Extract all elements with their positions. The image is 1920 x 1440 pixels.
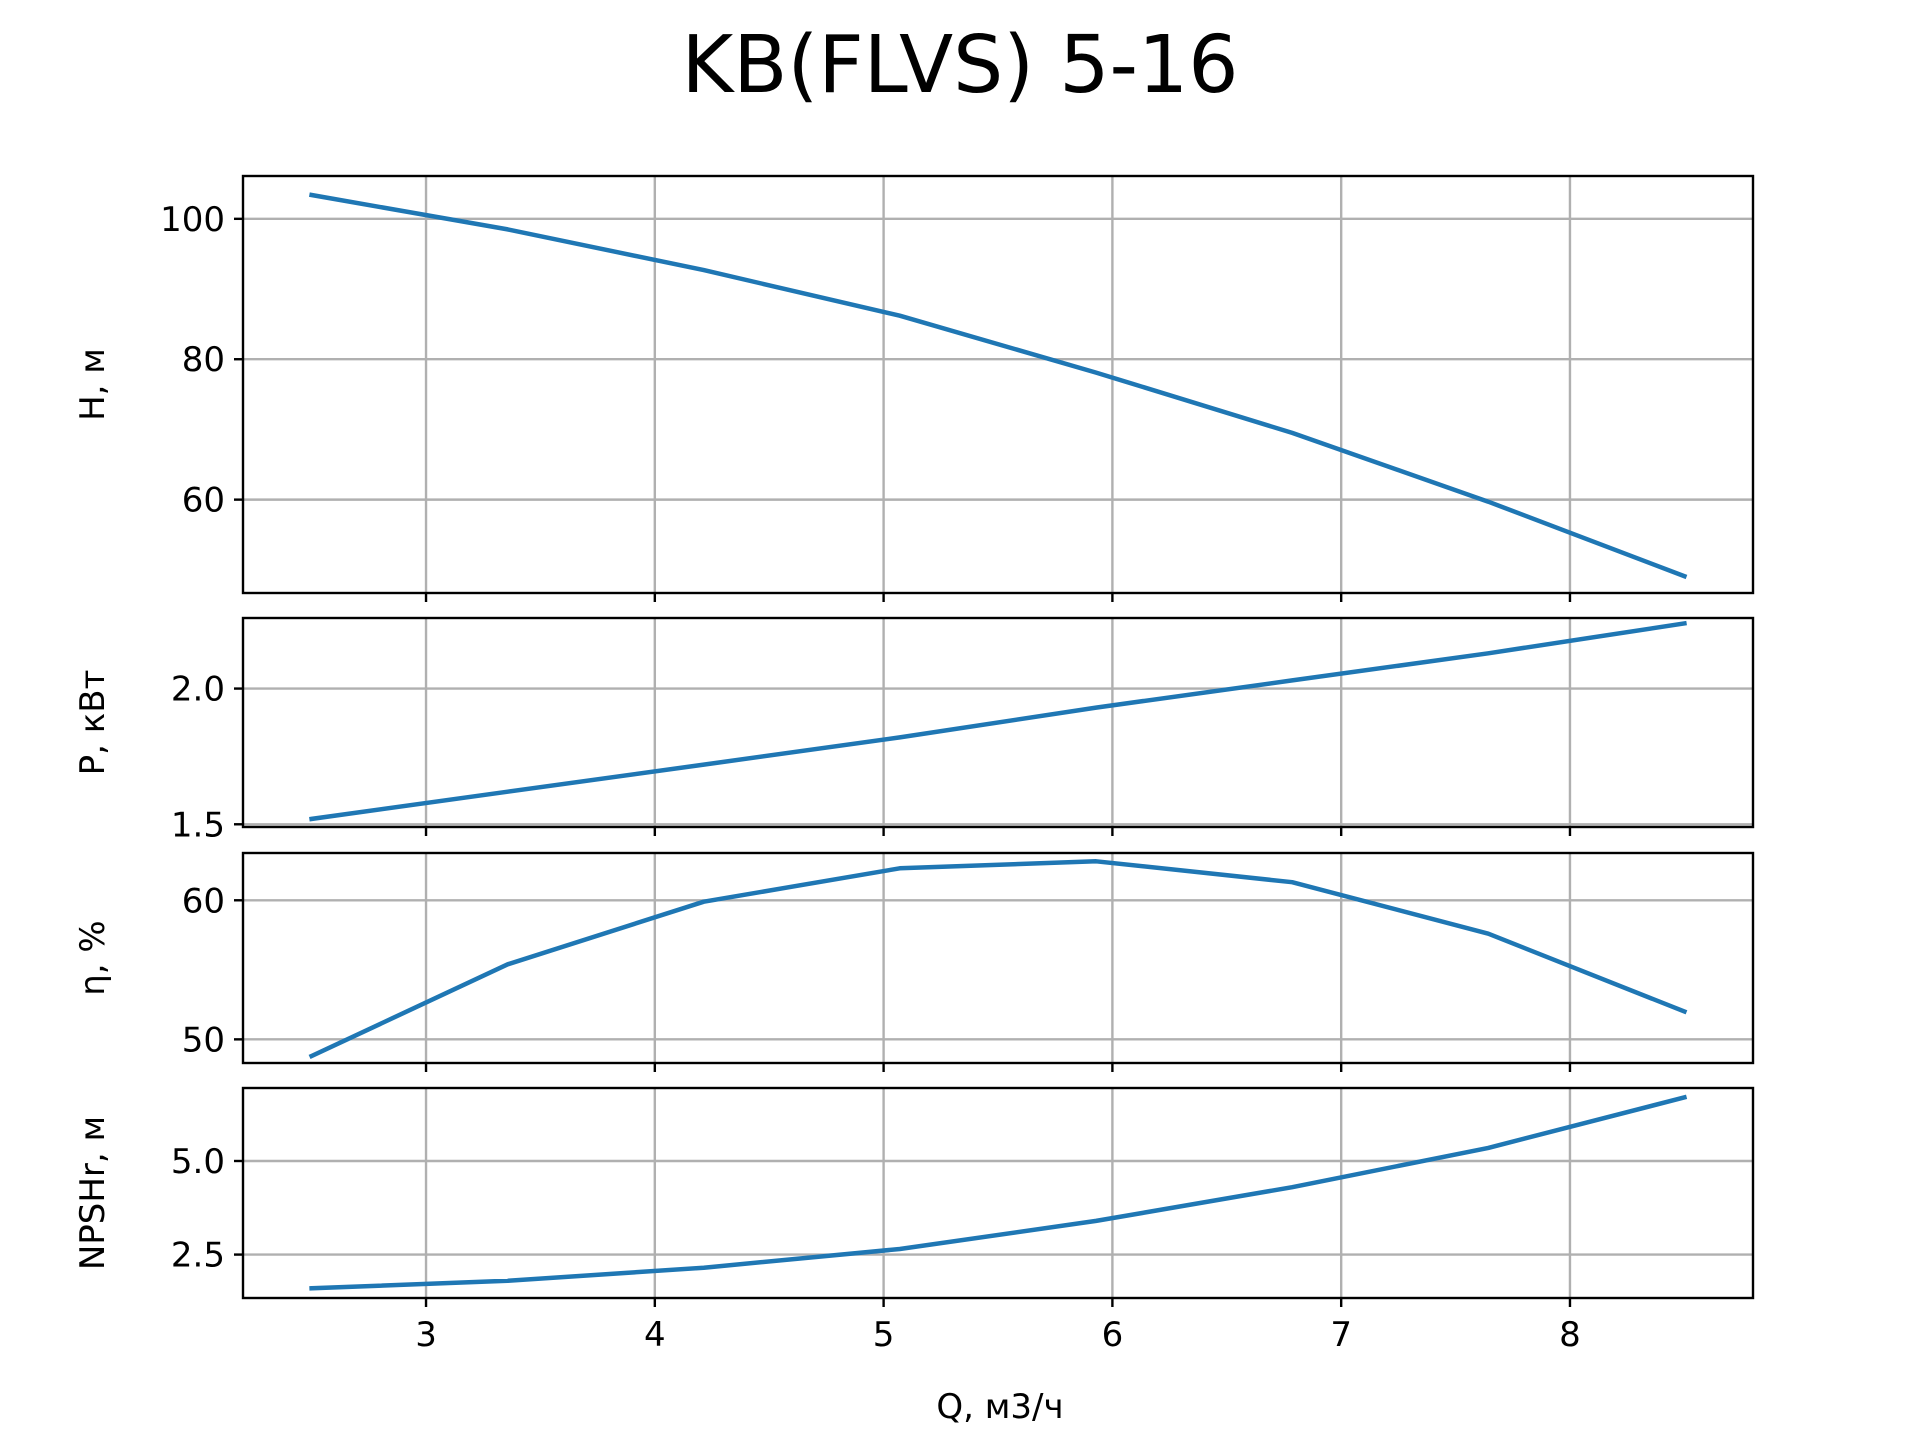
subplot-stack: 60 80 100 H, м 1.5 2.0 P, кВт 50 60 η, % 2.5 5.0 NPS… bbox=[73, 174, 1755, 1355]
subplot-4: 2.5 5.0 NPSHr, м 3 4 5 6 7 8 bbox=[73, 1086, 1755, 1355]
plot-frame bbox=[241, 616, 1755, 829]
x-tick-label: 7 bbox=[1330, 1315, 1352, 1355]
x-tick-label: 8 bbox=[1559, 1315, 1581, 1355]
y-tick-label: 60 bbox=[182, 481, 225, 521]
x-tick-label: 3 bbox=[415, 1315, 437, 1355]
y-tick-label: 80 bbox=[182, 340, 225, 380]
subplot-1: 60 80 100 H, м bbox=[73, 174, 1755, 602]
y-tick-label: 60 bbox=[182, 881, 225, 921]
subplot-2: 1.5 2.0 P, кВт bbox=[73, 616, 1755, 845]
chart-title: KB(FLVS) 5-16 bbox=[681, 19, 1238, 111]
y-tick-label: 100 bbox=[160, 200, 225, 240]
x-tick-label: 6 bbox=[1102, 1315, 1124, 1355]
plot-frame bbox=[241, 1086, 1755, 1300]
y-tick-label: 5.0 bbox=[171, 1142, 225, 1182]
series-line-1 bbox=[308, 192, 1688, 580]
y-axis-label: η, % bbox=[73, 920, 113, 995]
series-line-3 bbox=[308, 859, 1688, 1059]
y-axis-label: H, м bbox=[73, 348, 113, 421]
y-axis-label: NPSHr, м bbox=[73, 1116, 113, 1270]
y-axis-label: P, кВт bbox=[73, 670, 113, 776]
y-tick-label: 2.0 bbox=[171, 670, 225, 710]
series-line-4 bbox=[309, 1094, 1688, 1291]
y-tick-label: 1.5 bbox=[171, 805, 225, 845]
y-tick-label: 2.5 bbox=[171, 1236, 225, 1276]
x-tick-label: 5 bbox=[873, 1315, 895, 1355]
series-line-2 bbox=[309, 620, 1687, 822]
x-tick-label: 4 bbox=[644, 1315, 666, 1355]
x-axis-label: Q, м3/ч bbox=[936, 1387, 1063, 1427]
plot-frame bbox=[241, 174, 1755, 595]
subplot-3: 50 60 η, % bbox=[73, 851, 1755, 1072]
plot-frame bbox=[241, 851, 1755, 1065]
y-tick-label: 50 bbox=[182, 1020, 225, 1060]
